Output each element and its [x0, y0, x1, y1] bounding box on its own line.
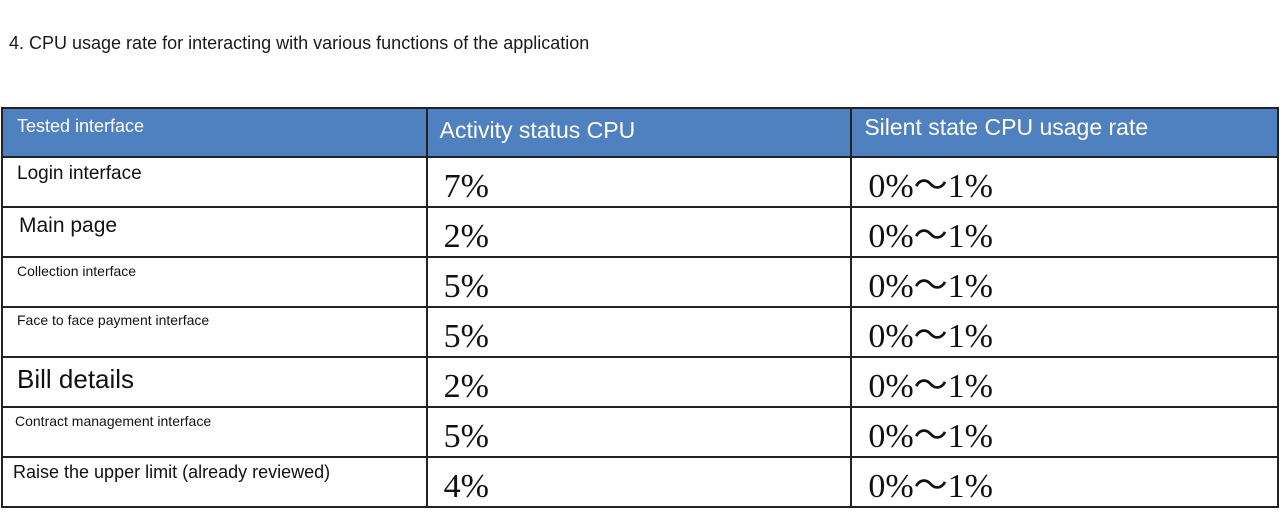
- cell-silent-cpu: 0%～1%: [850, 256, 1279, 308]
- cell-interface: Raise the upper limit (already reviewed): [1, 456, 428, 508]
- cell-silent-cpu: 0%～1%: [850, 206, 1279, 258]
- header-label: Activity status CPU: [439, 117, 636, 143]
- activity-cpu-value: 5%: [443, 268, 489, 305]
- header-label: Silent state CPU usage rate: [864, 114, 1149, 140]
- cell-interface: Main page: [1, 206, 428, 258]
- cell-activity-cpu: 5%: [425, 406, 853, 458]
- cell-interface: Bill details: [1, 356, 428, 408]
- cell-silent-cpu: 0%～1%: [850, 356, 1279, 408]
- activity-cpu-value: 2%: [443, 218, 489, 255]
- activity-cpu-value: 5%: [443, 418, 489, 455]
- silent-cpu-value: 0%～1%: [868, 168, 993, 205]
- activity-cpu-value: 7%: [443, 168, 489, 205]
- header-silent-state-cpu: Silent state CPU usage rate: [850, 107, 1279, 158]
- header-tested-interface: Tested interface: [1, 107, 428, 158]
- silent-cpu-value: 0%～1%: [868, 468, 993, 505]
- cell-interface: Face to face payment interface: [1, 306, 428, 358]
- interface-name: Login interface: [17, 163, 142, 184]
- table-header-row: Tested interface Activity status CPU Sil…: [1, 107, 1279, 158]
- interface-name: Main page: [19, 214, 118, 237]
- activity-cpu-value: 5%: [443, 318, 489, 355]
- cell-silent-cpu: 0%～1%: [850, 306, 1279, 358]
- table-row: Bill details 2% 0%～1%: [1, 356, 1279, 408]
- header-activity-status-cpu: Activity status CPU: [425, 107, 853, 158]
- silent-cpu-value: 0%～1%: [868, 268, 993, 305]
- cell-interface: Collection interface: [1, 256, 428, 308]
- cell-silent-cpu: 0%～1%: [850, 156, 1279, 208]
- table-row: Collection interface 5% 0%～1%: [1, 256, 1279, 308]
- cell-activity-cpu: 7%: [425, 156, 853, 208]
- interface-name: Raise the upper limit (already reviewed): [13, 462, 331, 482]
- cell-interface: Contract management interface: [1, 406, 428, 458]
- interface-name: Face to face payment interface: [17, 312, 210, 328]
- cpu-usage-table: Tested interface Activity status CPU Sil…: [1, 107, 1279, 508]
- activity-cpu-value: 4%: [443, 468, 489, 505]
- interface-name: Collection interface: [17, 263, 137, 279]
- cell-activity-cpu: 5%: [425, 256, 853, 308]
- cell-silent-cpu: 0%～1%: [850, 406, 1279, 458]
- cell-activity-cpu: 2%: [425, 206, 853, 258]
- cell-silent-cpu: 0%～1%: [850, 456, 1279, 508]
- silent-cpu-value: 0%～1%: [868, 218, 993, 255]
- table-row: Face to face payment interface 5% 0%～1%: [1, 306, 1279, 358]
- cell-activity-cpu: 5%: [425, 306, 853, 358]
- table-row: Raise the upper limit (already reviewed)…: [1, 456, 1279, 508]
- table-row: Contract management interface 5% 0%～1%: [1, 406, 1279, 458]
- silent-cpu-value: 0%～1%: [868, 418, 993, 455]
- section-heading: 4. CPU usage rate for interacting with v…: [9, 33, 590, 53]
- activity-cpu-value: 2%: [443, 368, 489, 405]
- interface-name: Bill details: [17, 364, 135, 394]
- silent-cpu-value: 0%～1%: [868, 318, 993, 355]
- silent-cpu-value: 0%～1%: [868, 368, 993, 405]
- table-row: Main page 2% 0%～1%: [1, 206, 1279, 258]
- header-label: Tested interface: [17, 116, 145, 136]
- cell-interface: Login interface: [1, 156, 428, 208]
- cell-activity-cpu: 4%: [425, 456, 853, 508]
- cell-activity-cpu: 2%: [425, 356, 853, 408]
- interface-name: Contract management interface: [15, 413, 212, 429]
- table-row: Login interface 7% 0%～1%: [1, 156, 1279, 208]
